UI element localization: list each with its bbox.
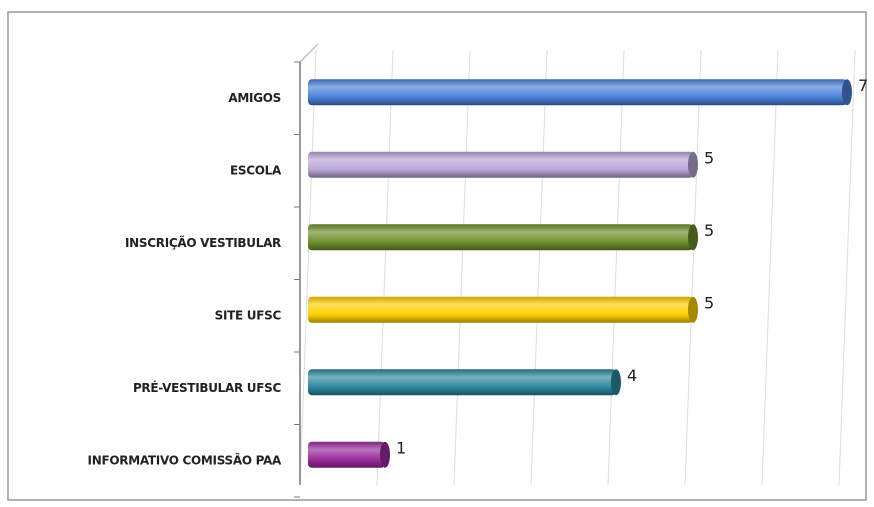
bar-cap (688, 224, 698, 251)
y-tick-label: INFORMATIVO COMISSÃO PAA (88, 452, 282, 467)
y-tick-label: ESCOLA (230, 163, 282, 177)
grid-line (761, 49, 779, 486)
bar-cap (611, 369, 621, 396)
bar (308, 441, 385, 468)
bar-cap (688, 151, 698, 178)
y-tick-label: PRÉ-VESTIBULAR UFSC (133, 380, 282, 395)
grid-line (299, 49, 317, 486)
grid-line (530, 49, 548, 486)
y-tick-label: SITE UFSC (215, 308, 282, 322)
y-tick-label: INSCRIÇÃO VESTIBULAR (125, 235, 281, 250)
grid-line (684, 49, 702, 486)
bar-cap (688, 296, 698, 323)
grid-line (838, 49, 856, 486)
bar (308, 369, 616, 396)
bar (308, 224, 693, 251)
bar-cap (380, 441, 390, 468)
y-tick-label: AMIGOS (228, 91, 281, 105)
grid-line (607, 49, 625, 486)
value-label: 7 (858, 76, 868, 95)
bar (308, 151, 693, 178)
value-label: 4 (627, 366, 637, 385)
grid-line (453, 49, 471, 486)
value-label: 5 (704, 148, 714, 167)
y-axis-top (299, 43, 319, 63)
grid-line (376, 49, 394, 486)
value-label: 5 (704, 221, 714, 240)
bar (308, 79, 847, 106)
value-label: 1 (396, 438, 406, 457)
bar-cap (842, 79, 852, 106)
value-label: 5 (704, 293, 714, 312)
bar (308, 296, 693, 323)
